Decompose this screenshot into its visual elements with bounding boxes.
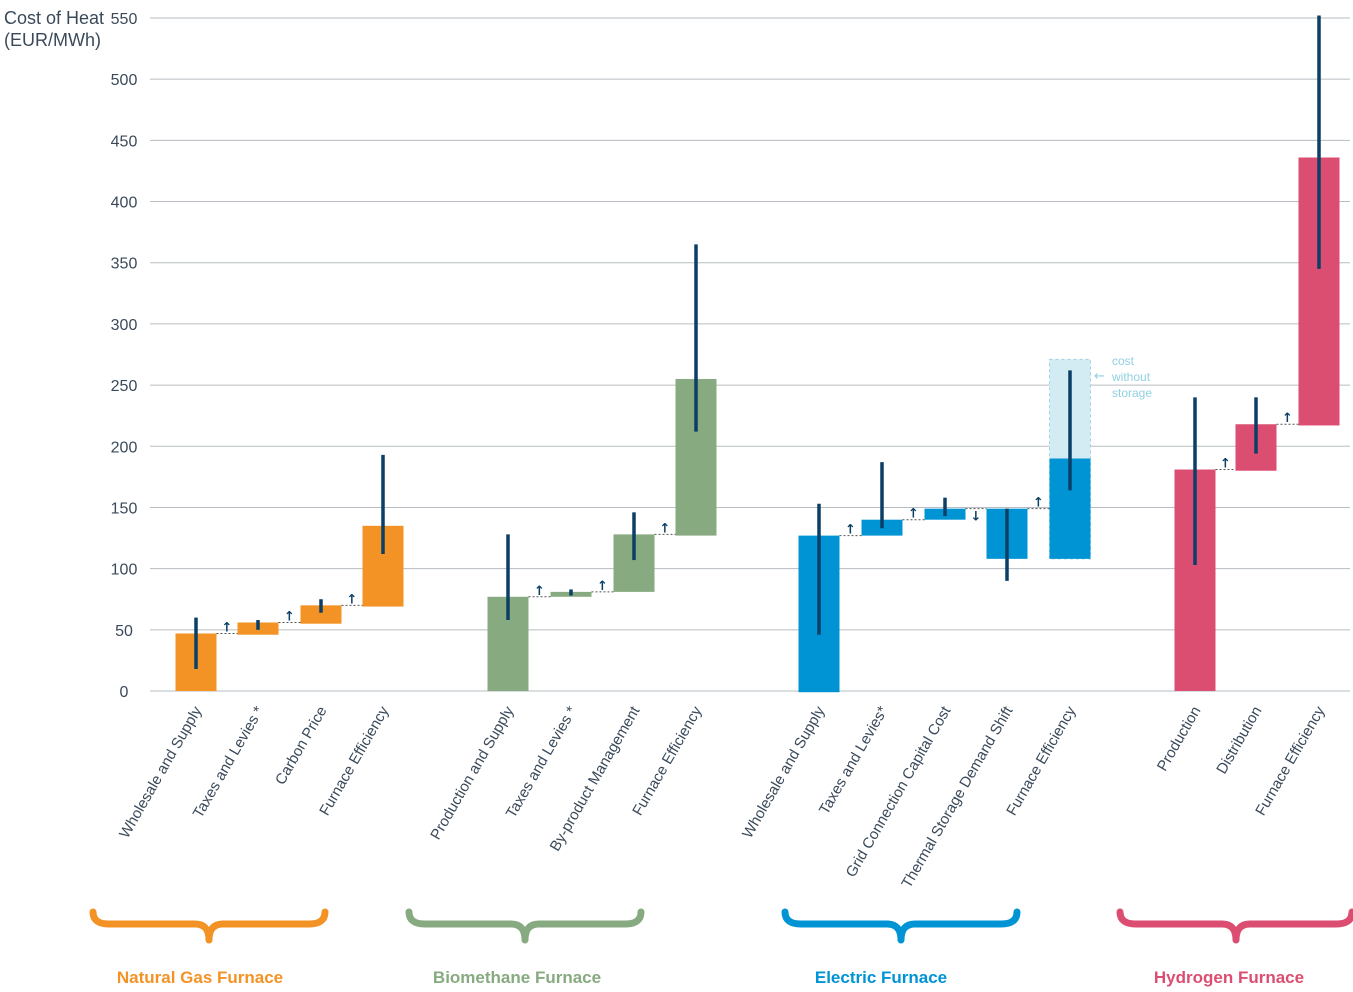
arrow-up-icon: ↑: [908, 507, 919, 522]
arrow-up-icon: ↑: [1220, 457, 1231, 472]
arrow-up-icon: ↑: [284, 609, 295, 624]
group-brace: [405, 908, 645, 944]
group-brace: [781, 908, 1021, 944]
y-tick-label: 0: [120, 684, 129, 701]
arrow-up-icon: ↑: [1282, 411, 1293, 426]
x-tick-label: Furnace Efficiency: [1003, 703, 1080, 819]
x-tick-label: Distribution: [1213, 704, 1265, 777]
arrow-up-icon: ↑: [845, 523, 856, 538]
storage-annotation: cost without storage: [1112, 353, 1152, 401]
x-tick-label: Thermal Storage Demand Shift: [898, 703, 1017, 891]
arrow-up-icon: ↑: [660, 521, 671, 536]
annotation-line-1: cost: [1112, 354, 1135, 368]
arrow-down-icon: ↓: [971, 510, 982, 525]
x-tick-label: Taxes and Levies *: [503, 703, 581, 821]
group-label-electric: Electric Furnace: [814, 968, 948, 987]
y-tick-label: 450: [111, 133, 138, 150]
annotation-line-2: without: [1112, 370, 1151, 384]
x-tick-label: Carbon Price: [272, 704, 330, 788]
x-tick-label: Wholesale and Supply: [116, 703, 206, 841]
y-tick-label: 500: [111, 72, 138, 89]
group-label-hydrogen: Hydrogen Furnace: [1153, 968, 1305, 987]
arrow-up-icon: ↑: [1033, 496, 1044, 511]
group-brace: [1116, 908, 1353, 944]
arrow-up-icon: ↑: [222, 620, 233, 635]
arrow-up-icon: ↑: [597, 579, 608, 594]
y-tick-label: 550: [111, 11, 138, 28]
y-tick-label: 150: [111, 500, 138, 517]
y-tick-label: 200: [111, 439, 138, 456]
x-tick-label: Taxes and Levies*: [816, 703, 892, 817]
y-tick-label: 400: [111, 195, 138, 212]
x-tick-label: Production and Supply: [427, 703, 517, 843]
y-tick-label: 350: [111, 256, 138, 273]
bar: [300, 605, 342, 624]
arrow-up-icon: ↑: [534, 584, 545, 599]
x-tick-label: Grid Connection Capital Cost: [843, 703, 955, 880]
x-tick-label: Wholesale and Supply: [739, 703, 829, 841]
y-axis-title: Cost of Heat (EUR/MWh): [4, 7, 104, 51]
x-tick-label: Furnace Efficiency: [316, 703, 393, 819]
left-arrow-icon: ←: [1094, 369, 1105, 384]
group-label-biomethane: Biomethane Furnace: [432, 968, 602, 987]
annotation-line-3: storage: [1112, 386, 1153, 400]
y-axis-title-line1: Cost of Heat: [4, 8, 105, 28]
y-axis-title-line2: (EUR/MWh): [4, 30, 101, 50]
x-tick-label: Furnace Efficiency: [629, 703, 706, 819]
arrow-up-icon: ↑: [347, 592, 358, 607]
y-tick-label: 100: [111, 562, 138, 579]
y-tick-label: 300: [111, 317, 138, 334]
y-tick-label: 50: [115, 623, 133, 640]
group-label-natural-gas: Natural Gas Furnace: [116, 968, 284, 987]
group-brace: [89, 908, 329, 944]
x-tick-label: Taxes and Levies *: [190, 703, 268, 821]
y-tick-label: 250: [111, 378, 138, 395]
x-tick-label: Furnace Efficiency: [1252, 703, 1329, 819]
x-tick-label: Production: [1154, 704, 1205, 775]
